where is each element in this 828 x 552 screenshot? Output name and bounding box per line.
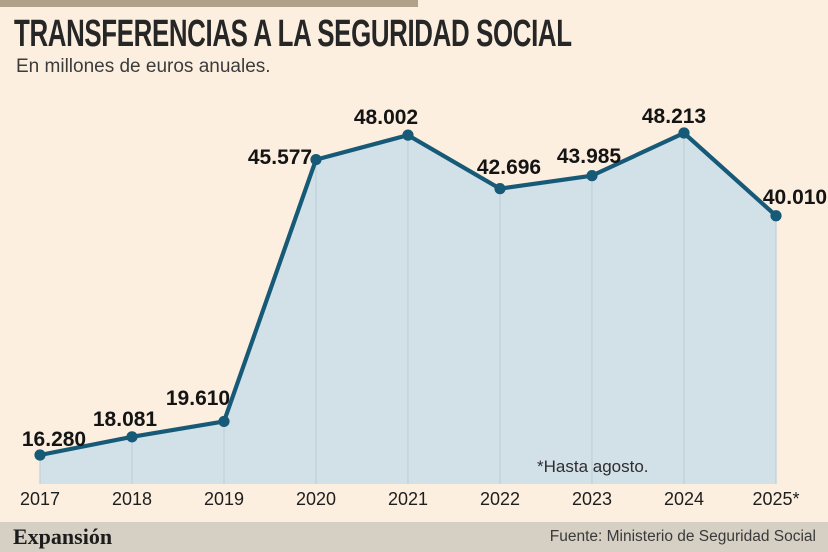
data-point: [310, 153, 322, 166]
x-axis-label: 2022: [479, 489, 521, 509]
chart-title: TRANSFERENCIAS A LA SEGURIDAD SOCIAL: [14, 13, 572, 55]
value-label: 42.696: [476, 155, 542, 179]
x-axis-label: 2021: [387, 489, 429, 509]
value-label: 40.010: [762, 185, 828, 209]
data-point: [586, 170, 598, 182]
x-axis-label: 2020: [295, 489, 337, 509]
source-credit: Fuente: Ministerio de Seguridad Social: [549, 528, 816, 545]
data-point: [770, 210, 782, 222]
footnote: *Hasta agosto.: [537, 457, 649, 476]
data-point: [126, 431, 138, 443]
data-point: [34, 449, 46, 461]
x-axis-label: 2023: [571, 489, 613, 509]
value-label: 48.213: [641, 105, 707, 129]
value-label: 16.280: [21, 428, 87, 451]
top-accent-bar: [0, 0, 418, 7]
x-axis-label: 2019: [203, 489, 245, 509]
x-axis-label: 2025*: [752, 489, 800, 509]
data-point: [402, 129, 414, 141]
x-axis-label: 2018: [111, 489, 153, 509]
x-axis-label: 2024: [663, 489, 705, 509]
data-point: [218, 415, 230, 428]
value-label: 43.985: [556, 144, 622, 168]
x-axis-label: 2017: [19, 489, 61, 509]
footer-bar: Expansión Fuente: Ministerio de Segurida…: [0, 522, 828, 552]
chart-subtitle: En millones de euros anuales.: [16, 56, 271, 77]
data-point: [678, 127, 690, 139]
value-label: 18.081: [92, 407, 158, 431]
value-label: 48.002: [353, 106, 419, 130]
brand-logo: Expansión: [13, 524, 113, 549]
data-point: [494, 183, 506, 195]
value-label: 45.577: [247, 145, 313, 169]
value-label: 19.610: [165, 387, 231, 411]
